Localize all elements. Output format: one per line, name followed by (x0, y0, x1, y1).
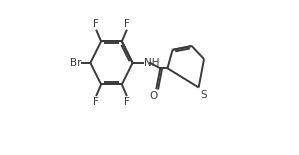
Text: F: F (93, 19, 99, 29)
Text: NH: NH (144, 58, 160, 68)
Text: F: F (93, 97, 99, 107)
Text: F: F (124, 97, 130, 107)
Text: S: S (200, 90, 207, 100)
Text: O: O (149, 91, 157, 101)
Text: Br: Br (70, 58, 81, 68)
Text: F: F (124, 19, 130, 29)
